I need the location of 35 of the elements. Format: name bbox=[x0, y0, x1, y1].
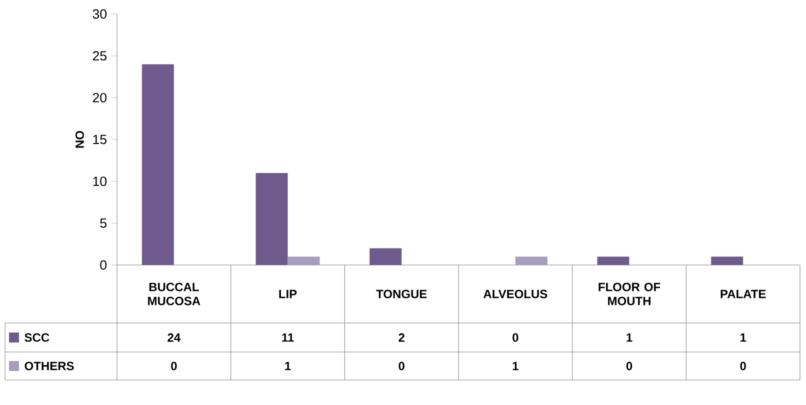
data-label: 0 bbox=[398, 362, 404, 370]
y-tick-label: 5 bbox=[100, 218, 106, 228]
legend-label: OTHERS bbox=[24, 362, 74, 370]
x-tick-label: LIP bbox=[279, 290, 297, 298]
data-label: 1 bbox=[626, 333, 632, 342]
x-tick-label: TONGUE bbox=[376, 290, 427, 298]
bar bbox=[515, 256, 548, 265]
y-tick-label: 20 bbox=[92, 92, 107, 102]
x-tick-label: BUCCAL MUCOSA bbox=[148, 282, 200, 306]
data-label: 11 bbox=[282, 333, 294, 342]
bar bbox=[256, 172, 288, 265]
y-tick-label: 30 bbox=[92, 9, 107, 19]
y-tick-label: 15 bbox=[93, 134, 106, 144]
data-label: 0 bbox=[626, 362, 632, 370]
data-label: 2 bbox=[398, 333, 404, 342]
data-label: 1 bbox=[740, 333, 746, 342]
bar bbox=[288, 256, 320, 265]
bar bbox=[142, 64, 174, 265]
data-label: 0 bbox=[512, 333, 518, 342]
bar bbox=[370, 248, 402, 265]
y-tick-label: 10 bbox=[93, 176, 107, 186]
data-label: 24 bbox=[168, 333, 181, 342]
data-label: 1 bbox=[512, 362, 518, 370]
data-label: 0 bbox=[740, 362, 746, 370]
x-tick-label: PALATE bbox=[720, 290, 766, 298]
data-label: 0 bbox=[171, 362, 177, 370]
data-label: 1 bbox=[285, 362, 291, 370]
bar bbox=[711, 256, 744, 265]
x-tick-label: ALVEOLUS bbox=[483, 290, 548, 298]
y-axis-title: NO bbox=[75, 131, 84, 148]
bar bbox=[597, 256, 630, 265]
y-tick-label: 0 bbox=[100, 260, 107, 270]
legend-label: SCC bbox=[24, 333, 50, 342]
y-tick-label: 25 bbox=[92, 51, 106, 61]
x-tick-label: FLOOR OF MOUTH bbox=[598, 282, 660, 306]
